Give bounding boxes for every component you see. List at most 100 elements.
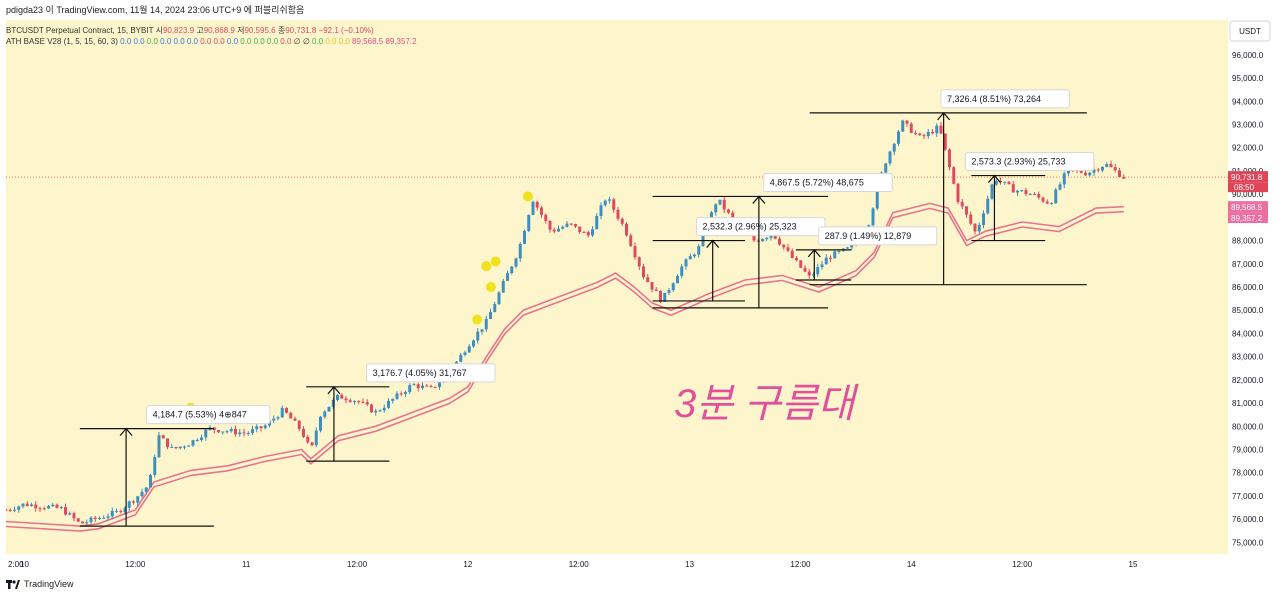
candle-body — [157, 435, 161, 458]
candle-body — [280, 407, 284, 418]
measure-label-box — [366, 363, 496, 383]
candle-body — [429, 385, 433, 387]
indicator-value-0: 0.0 — [120, 37, 132, 46]
candle-body — [1045, 201, 1049, 204]
candle-body — [616, 209, 620, 219]
candle-body — [765, 237, 769, 240]
candle-body — [569, 223, 573, 225]
candle-body — [1118, 170, 1121, 177]
indicator-value-6: 0.0 — [197, 37, 212, 46]
candle-body — [1088, 172, 1092, 176]
chart-area[interactable]: 4,184.7 (5.53%) 4⊕847 3,176.7 (4.05%) 31,… — [6, 20, 1274, 576]
candle-body — [548, 220, 552, 230]
indicator-line-upper — [6, 202, 1124, 527]
candle-body — [943, 133, 947, 150]
indicator-line-lower — [6, 207, 1124, 532]
candle-body — [404, 392, 407, 394]
candle-body — [994, 180, 998, 185]
symbol-name: BTCUSDT Perpetual Contract, 15, BYBIT — [6, 26, 154, 35]
candle-body — [1016, 190, 1019, 193]
candle-body — [527, 214, 531, 231]
candle-body — [480, 329, 484, 332]
candle-body — [221, 431, 225, 433]
candle-body — [552, 229, 556, 232]
y-tick-label: 79,000.0 — [1232, 446, 1264, 455]
close-value: 90,731.8 — [285, 26, 317, 35]
plot-area[interactable] — [6, 20, 1228, 554]
last-price-label: 90,731.8 — [1231, 173, 1263, 182]
x-tick-label: 2:00 — [8, 560, 24, 569]
candle-body — [786, 247, 790, 251]
candle-body — [212, 427, 216, 431]
candle-body — [837, 251, 841, 253]
candle-body — [892, 143, 896, 152]
candle-body — [344, 398, 348, 401]
candle-body — [659, 290, 662, 302]
y-tick-label: 84,000.0 — [1232, 329, 1264, 338]
candle-body — [438, 382, 441, 387]
candle-body — [625, 223, 628, 236]
footer-brand[interactable]: TradingView — [6, 579, 74, 589]
measure-label: 2,532.3 (2.96%) 25,323 — [703, 222, 797, 232]
candle-body — [939, 125, 943, 134]
indicator-label-1-bg — [1228, 201, 1268, 213]
candle-body — [990, 184, 994, 199]
candle-body — [55, 504, 59, 508]
candle-body — [119, 510, 123, 513]
candle-body — [17, 506, 21, 510]
candle-body — [293, 418, 297, 421]
candle-body — [952, 167, 956, 184]
candle-body — [259, 426, 263, 429]
indicator-value-5: 0.0 — [184, 37, 198, 46]
y-tick-label: 87,000.0 — [1232, 260, 1264, 269]
candle-body — [459, 354, 463, 362]
candle-body — [85, 522, 89, 524]
y-tick-label: 82,000.0 — [1232, 376, 1264, 385]
y-tick-label: 92,000.0 — [1232, 144, 1264, 153]
signal-dot — [522, 191, 533, 202]
candle-body — [931, 131, 934, 134]
candle-body — [1058, 184, 1062, 190]
candle-body — [982, 213, 985, 225]
candle-body — [778, 238, 781, 245]
y-tick-label: 88,000.0 — [1232, 237, 1264, 246]
candle-body — [314, 430, 318, 446]
candle-body — [170, 446, 174, 448]
y-tick-label: 80,000.0 — [1232, 422, 1264, 431]
x-tick-label: 10 — [20, 560, 29, 569]
candle-body — [370, 404, 373, 413]
candle-body — [21, 503, 25, 507]
measure-arrow-head — [752, 195, 766, 204]
indicator-value-16: 0.0 — [323, 37, 337, 46]
candlestick-chart[interactable]: 4,184.7 (5.53%) 4⊕847 3,176.7 (4.05%) 31,… — [6, 20, 1274, 576]
indicator-value-12: 0.0 — [278, 37, 292, 46]
handwritten-text: 3분 구름대 — [674, 382, 859, 426]
candle-body — [476, 331, 480, 341]
last-price-label-bg — [1228, 171, 1268, 183]
candle-body — [523, 230, 526, 244]
candle-body — [1096, 169, 1100, 171]
candle-body — [217, 430, 220, 433]
candle-body — [81, 521, 84, 524]
candle-body — [382, 407, 386, 411]
candle-body — [1011, 184, 1015, 193]
candle-body — [722, 199, 726, 210]
measure-arrow-head — [327, 385, 341, 395]
candle-body — [136, 496, 140, 503]
candle-body — [544, 214, 548, 221]
indicator-value-13: ∅ — [291, 37, 301, 46]
candle-body — [289, 412, 293, 419]
candle-body — [650, 282, 654, 290]
candle-body — [557, 228, 560, 232]
candle-body — [242, 432, 246, 434]
candle-body — [846, 247, 849, 249]
candle-body — [518, 243, 522, 259]
candle-body — [1028, 193, 1032, 195]
candle-body — [914, 132, 917, 134]
candle-body — [1109, 164, 1113, 168]
candle-body — [905, 120, 909, 124]
y-tick-label: 76,000.0 — [1232, 515, 1264, 524]
measure-arrow-head — [807, 248, 821, 258]
high-value: 90,868.9 — [203, 26, 235, 35]
